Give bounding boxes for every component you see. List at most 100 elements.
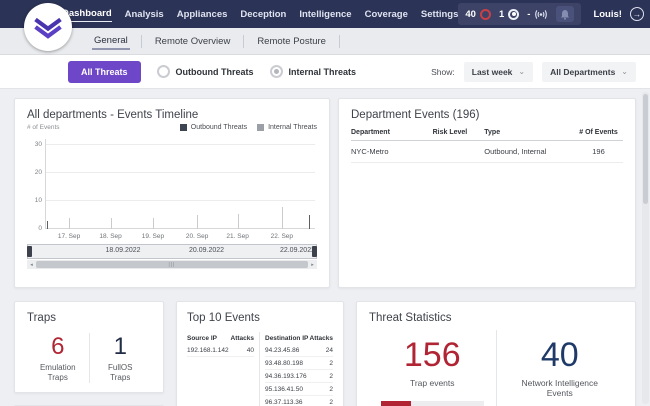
x-tick-label: 20. Sep	[185, 233, 209, 240]
table-row: 94.23.45.86 24	[265, 344, 333, 357]
time-range-select[interactable]: Last week ⌄	[463, 61, 534, 82]
table-row: 192.168.1.142 40	[187, 344, 254, 357]
all-threats-button[interactable]: All Threats	[68, 60, 141, 83]
navigator-left-handle[interactable]	[27, 246, 32, 257]
department-select[interactable]: All Departments ⌄	[542, 61, 636, 82]
arrow-right-circle-icon: →	[632, 9, 642, 19]
timeline-scrollbar[interactable]: ◂ ||| ▸	[27, 260, 317, 269]
outbound-threats-radio[interactable]: Outbound Threats	[156, 65, 254, 78]
top-10-events-panel: Top 10 Events Source IP Attacks 192.168.…	[176, 301, 344, 406]
scroll-left-arrow-icon[interactable]: ◂	[27, 260, 36, 269]
chart-legend: Outbound Threats Internal Threats	[179, 124, 317, 131]
infection-count: 3	[381, 401, 411, 406]
traps-title: Traps	[27, 312, 56, 324]
bell-icon	[561, 9, 570, 20]
type-cell: Outbound, Internal	[484, 147, 547, 156]
trap-events-value: 156	[403, 336, 461, 374]
fullos-traps-stat[interactable]: 1 FullOS Traps	[90, 333, 152, 383]
alerts-indicator[interactable]: 40	[465, 8, 491, 20]
chevrons-logo-icon	[34, 17, 62, 39]
nav-item-appliances[interactable]: Appliances	[176, 8, 228, 20]
trap-events-stat: 156 Trap events 3 Infection	[369, 330, 496, 406]
source-ip-table: Source IP Attacks 192.168.1.142 40	[187, 332, 260, 406]
tab-remote-overview[interactable]: Remote Overview	[154, 36, 231, 47]
brand-logo[interactable]	[24, 3, 72, 51]
chart-bar	[152, 217, 154, 229]
legend-internal[interactable]: Internal Threats	[257, 124, 317, 131]
chart-bar	[281, 206, 283, 229]
table-row: 96.37.113.36 2	[265, 396, 333, 406]
table-row[interactable]: NYC-Metro Outbound, Internal 196	[351, 141, 623, 163]
y-tick-label: 10	[34, 197, 42, 204]
tab-general[interactable]: General	[92, 32, 130, 50]
x-tick-label: 19. Sep	[141, 233, 165, 240]
chart-bar	[110, 217, 112, 229]
legend-outbound[interactable]: Outbound Threats	[179, 124, 247, 131]
chart-bar	[309, 215, 311, 229]
y-axis-label: # of Events	[27, 124, 60, 131]
timeline-range-navigator[interactable]: 18.09.2022 20.09.2022 22.09.2022	[27, 244, 317, 259]
notifications-button[interactable]	[556, 6, 575, 22]
infection-badge[interactable]: 3 Infection	[381, 401, 484, 406]
tab-divider	[243, 34, 245, 48]
nav-item-analysis[interactable]: Analysis	[124, 8, 164, 20]
scrollbar-grip-icon: |||	[168, 261, 176, 268]
destination-ip-table: Destination IP Attacks 94.23.45.86 24 93.…	[260, 332, 333, 406]
table-row: 93.48.80.198 2	[265, 357, 333, 370]
page-scrollbar[interactable]	[642, 92, 649, 404]
events-timeline-panel: All departments - Events Timeline # of E…	[14, 98, 330, 288]
trap-events-label: Trap events	[409, 378, 455, 388]
legend-swatch-gray	[257, 124, 265, 131]
table-row: 95.136.41.50 2	[265, 383, 333, 396]
navbar-right-cluster: 40 1 -	[458, 3, 650, 25]
navigator-right-handle[interactable]	[312, 246, 317, 257]
broadcast-icon	[535, 9, 548, 19]
chart-bar	[69, 217, 71, 229]
table-header-row: Destination IP Attacks	[265, 334, 333, 342]
network-intelligence-value: 40	[540, 336, 579, 374]
secondary-tabbar: General Remote Overview Remote Posture	[0, 28, 650, 55]
traps-indicator[interactable]: 1	[499, 8, 520, 20]
status-indicators: 40 1 -	[458, 3, 582, 25]
nav-item-settings[interactable]: Settings	[420, 8, 459, 20]
scroll-right-arrow-icon[interactable]: ▸	[308, 260, 317, 269]
navigator-date: 18.09.2022	[105, 247, 141, 254]
internal-threats-radio[interactable]: Internal Threats	[269, 65, 356, 78]
table-header-row: Department Risk Level Type # Of Events	[351, 129, 623, 141]
tab-divider	[140, 34, 142, 48]
nav-item-coverage[interactable]: Coverage	[364, 8, 408, 20]
nav-item-dashboard[interactable]: Dashboard	[62, 6, 112, 22]
network-intelligence-label: Network Intelligence Events	[521, 378, 599, 398]
events-count-cell: 196	[592, 147, 605, 156]
signal-value: -	[527, 8, 531, 20]
logout-button[interactable]: →	[629, 7, 644, 21]
emulation-traps-stat[interactable]: 6 Emulation Traps	[27, 333, 90, 383]
nav-item-intelligence[interactable]: Intelligence	[299, 8, 352, 20]
signal-indicator[interactable]: -	[527, 9, 548, 20]
navigator-date: 22.09.2022	[279, 247, 315, 254]
y-tick-label: 30	[34, 141, 42, 148]
x-tick-label: 22. Sep	[270, 233, 294, 240]
y-tick-label: 0	[38, 225, 42, 232]
x-tick-label: 18. Sep	[99, 233, 122, 240]
top-10-events-title: Top 10 Events	[187, 312, 260, 324]
scrollbar-thumb[interactable]: |||	[36, 261, 308, 268]
table-row: 94.36.193.176 2	[265, 370, 333, 383]
x-tick-label: 21. Sep	[226, 233, 249, 240]
nav-item-deception[interactable]: Deception	[240, 8, 287, 20]
chart-bar	[237, 213, 239, 229]
fullos-traps-value: 1	[113, 333, 127, 360]
events-timeline-title: All departments - Events Timeline	[27, 109, 199, 121]
user-name[interactable]: Louis!	[593, 8, 622, 20]
department-cell: NYC-Metro	[351, 147, 389, 156]
alerts-count: 40	[465, 8, 476, 20]
chevron-down-icon: ⌄	[518, 66, 526, 76]
y-tick-label: 20	[34, 169, 42, 176]
page-scrollbar-thumb[interactable]	[643, 94, 648, 204]
chevron-down-icon: ⌄	[621, 66, 628, 76]
radio-checked-icon	[269, 65, 283, 78]
threat-filter-bar: All Threats Outbound Threats Internal Th…	[0, 55, 650, 89]
filter-right-group: Show: Last week ⌄ All Departments ⌄	[431, 61, 636, 82]
navigator-date: 20.09.2022	[189, 247, 225, 254]
tab-remote-posture[interactable]: Remote Posture	[257, 36, 326, 47]
